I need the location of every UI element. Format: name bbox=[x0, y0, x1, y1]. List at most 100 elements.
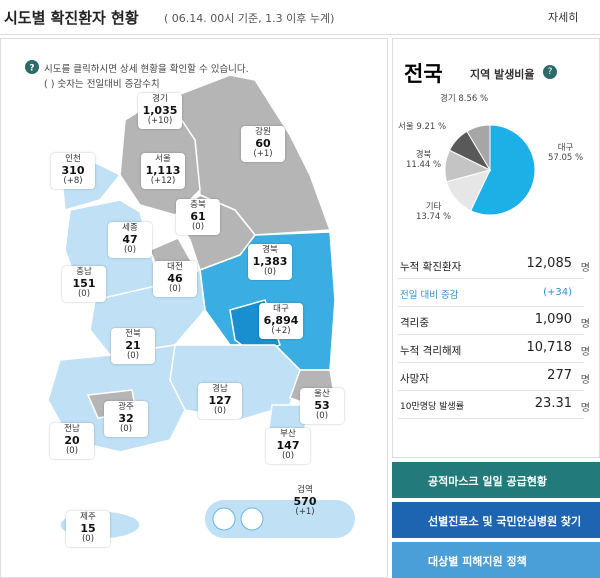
region-count: 151 bbox=[72, 276, 96, 290]
stat-value: (+34) bbox=[543, 287, 572, 298]
detail-button[interactable]: 자세히 bbox=[548, 11, 579, 24]
region-box[interactable]: 대구 6,894 (+2) bbox=[259, 303, 303, 340]
pie-label-name: 경북 bbox=[415, 150, 432, 160]
region-box[interactable]: 광주 32 (0) bbox=[104, 401, 148, 438]
plane-icon bbox=[212, 507, 236, 531]
region-count: 310 bbox=[61, 163, 85, 177]
stat-unit: 명 bbox=[580, 403, 590, 414]
region-change: (+10) bbox=[147, 116, 173, 127]
region-change: (0) bbox=[65, 446, 79, 457]
note: 시도를 클릭하시면 상세 현황을 확인할 수 있습니다. bbox=[44, 64, 249, 75]
region-name: 경남 bbox=[212, 384, 228, 394]
region-count: 53 bbox=[314, 398, 330, 412]
region-box[interactable]: 울산 53 (0) bbox=[300, 388, 344, 425]
region-change: (0) bbox=[123, 245, 137, 256]
region-change: (0) bbox=[263, 267, 277, 278]
region-name: 대전 bbox=[167, 262, 183, 272]
region-box[interactable]: 대전 46 (0) bbox=[153, 261, 197, 298]
quarantine-area[interactable] bbox=[205, 500, 355, 538]
pie-slice bbox=[470, 124, 536, 216]
region-count: 1,035 bbox=[142, 103, 178, 117]
region-name: 대구 bbox=[273, 304, 289, 314]
region-name: 경북 bbox=[262, 245, 278, 255]
region-box[interactable]: 서울 1,113 (+12) bbox=[141, 153, 185, 190]
pie-label-name: 기타 bbox=[425, 202, 442, 212]
region-count: 127 bbox=[208, 393, 232, 407]
region-change: (0) bbox=[126, 351, 140, 362]
region-box[interactable]: 세종 47 (0) bbox=[108, 222, 152, 259]
region-change: (+8) bbox=[63, 176, 83, 187]
note: ( ) 숫자는 전일대비 증감수치 bbox=[44, 79, 160, 90]
stat-unit: 명 bbox=[580, 319, 590, 330]
pie-label-name: 경기 bbox=[440, 94, 456, 104]
region-name: 전남 bbox=[64, 424, 80, 434]
region-count: 6,894 bbox=[263, 313, 299, 327]
region-count: 32 bbox=[118, 411, 134, 425]
region-box[interactable]: 인천 310 (+8) bbox=[51, 153, 95, 190]
stat-label: 누적 확진환자 bbox=[400, 261, 462, 273]
stat-value: 10,718 bbox=[526, 340, 573, 355]
link-button[interactable]: 대상별 피해지원 정책 bbox=[392, 542, 600, 578]
region-change: (0) bbox=[119, 424, 133, 435]
pie-label-name: 대구 bbox=[557, 143, 574, 153]
stat-row: 10만명당 발생률 23.31 명 bbox=[398, 392, 590, 419]
region-change: (0) bbox=[315, 411, 329, 422]
stat-value: 1,090 bbox=[534, 312, 572, 327]
region-box[interactable]: 강원 60 (+1) bbox=[241, 126, 285, 163]
region-count: 20 bbox=[64, 433, 80, 447]
region-box[interactable]: 부산 147 (0) bbox=[266, 428, 310, 465]
region-count: 147 bbox=[276, 438, 300, 452]
stat-label: 누적 격리해제 bbox=[400, 345, 462, 357]
region-name: 강원 bbox=[255, 127, 271, 137]
region-name: 인천 bbox=[65, 154, 81, 164]
region-box[interactable]: 경남 127 (0) bbox=[198, 383, 242, 420]
help-icon[interactable]: ? bbox=[543, 65, 557, 79]
region-box[interactable]: 충남 151 (0) bbox=[62, 266, 106, 303]
title: 시도별 확진환자 현황 bbox=[4, 9, 139, 27]
region-name: 검역 bbox=[297, 485, 313, 495]
pie-label: 서울 9.21 % bbox=[398, 120, 446, 132]
region-change: (+12) bbox=[150, 176, 176, 187]
region-name: 광주 bbox=[118, 402, 134, 412]
region-box[interactable]: 전남 20 (0) bbox=[50, 423, 94, 460]
pie-label-value: 11.44 % bbox=[406, 160, 442, 170]
subtitle: ( 06.14. 00시 기준, 1.3 이후 누계) bbox=[164, 12, 335, 25]
pie-label-value: 57.05 % bbox=[548, 153, 584, 163]
region-box[interactable]: 경기 1,035 (+10) bbox=[138, 93, 182, 130]
stat-row: 누적 격리해제 10,718 명 bbox=[398, 336, 590, 363]
panel-subtitle: 지역 발생비율 bbox=[470, 68, 535, 81]
region-box[interactable]: 검역 570 (+1) bbox=[283, 484, 327, 520]
region-box[interactable]: 전북 21 (0) bbox=[111, 328, 155, 365]
region-box[interactable]: 제주 15 (0) bbox=[66, 511, 110, 548]
stat-value: 23.31 bbox=[534, 396, 572, 411]
region-count: 46 bbox=[167, 271, 183, 285]
stat-label: 전일 대비 증감 bbox=[400, 290, 459, 301]
ship-icon bbox=[240, 507, 264, 531]
link-button[interactable]: 선별진료소 및 국민안심병원 찾기 bbox=[392, 502, 600, 538]
region-change: (0) bbox=[191, 222, 205, 233]
region-change: (0) bbox=[77, 289, 91, 300]
region-name: 서울 bbox=[155, 154, 171, 164]
region-name: 세종 bbox=[122, 223, 138, 233]
stat-row: 누적 확진환자 12,085 명 bbox=[398, 252, 590, 279]
pie-label: 기타 13.74 % bbox=[416, 200, 451, 222]
stat-label: 격리중 bbox=[400, 317, 429, 329]
region-count: 1,113 bbox=[145, 163, 181, 177]
region-change: (+1) bbox=[253, 149, 273, 160]
panel-title: 전국 bbox=[404, 62, 443, 86]
region-count: 61 bbox=[190, 209, 206, 223]
link-button[interactable]: 공적마스크 일일 공급현황 bbox=[392, 462, 600, 498]
stat-value: 12,085 bbox=[526, 256, 573, 271]
pie-chart bbox=[444, 124, 536, 216]
region-change: (0) bbox=[213, 406, 227, 417]
stat-unit: 명 bbox=[580, 375, 590, 386]
stat-unit: 명 bbox=[580, 347, 590, 358]
region-box[interactable]: 충북 61 (0) bbox=[176, 199, 220, 236]
pie-slice bbox=[466, 124, 491, 172]
pie-label-value: 9.21 % bbox=[416, 122, 447, 132]
stat-row: 전일 대비 증감 (+34) bbox=[398, 280, 584, 307]
region-count: 15 bbox=[80, 521, 96, 535]
pie-label-value: 13.74 % bbox=[416, 212, 452, 222]
region-box[interactable]: 경북 1,383 (0) bbox=[248, 244, 292, 281]
